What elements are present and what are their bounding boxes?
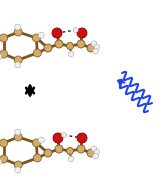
Circle shape: [77, 40, 85, 48]
Circle shape: [14, 56, 22, 64]
Circle shape: [0, 155, 8, 163]
Circle shape: [91, 146, 97, 151]
Circle shape: [15, 129, 21, 135]
Circle shape: [44, 44, 52, 52]
Circle shape: [32, 139, 40, 147]
Circle shape: [77, 133, 87, 143]
Circle shape: [77, 145, 85, 153]
Circle shape: [93, 153, 98, 159]
Circle shape: [67, 43, 74, 50]
Circle shape: [87, 149, 95, 157]
Circle shape: [14, 28, 22, 36]
Circle shape: [0, 54, 2, 60]
Circle shape: [77, 28, 87, 38]
Circle shape: [15, 24, 21, 30]
Circle shape: [68, 156, 74, 162]
Circle shape: [94, 149, 100, 155]
Circle shape: [15, 62, 21, 68]
Circle shape: [53, 133, 63, 143]
Circle shape: [93, 48, 98, 54]
Circle shape: [33, 154, 41, 162]
Circle shape: [87, 44, 95, 52]
Circle shape: [32, 34, 40, 42]
Circle shape: [0, 159, 2, 165]
Circle shape: [67, 147, 74, 154]
Circle shape: [0, 50, 8, 58]
Circle shape: [91, 41, 97, 46]
Circle shape: [52, 28, 62, 38]
Circle shape: [14, 161, 22, 169]
Circle shape: [33, 49, 41, 57]
Circle shape: [44, 149, 52, 157]
Circle shape: [94, 44, 100, 50]
Circle shape: [14, 133, 22, 141]
Circle shape: [38, 32, 44, 38]
Circle shape: [55, 40, 63, 48]
Circle shape: [38, 137, 44, 143]
Circle shape: [73, 28, 78, 33]
Circle shape: [0, 34, 8, 42]
Circle shape: [0, 139, 8, 147]
Circle shape: [15, 167, 21, 173]
Circle shape: [55, 145, 63, 153]
Circle shape: [68, 51, 74, 57]
Circle shape: [61, 132, 67, 138]
